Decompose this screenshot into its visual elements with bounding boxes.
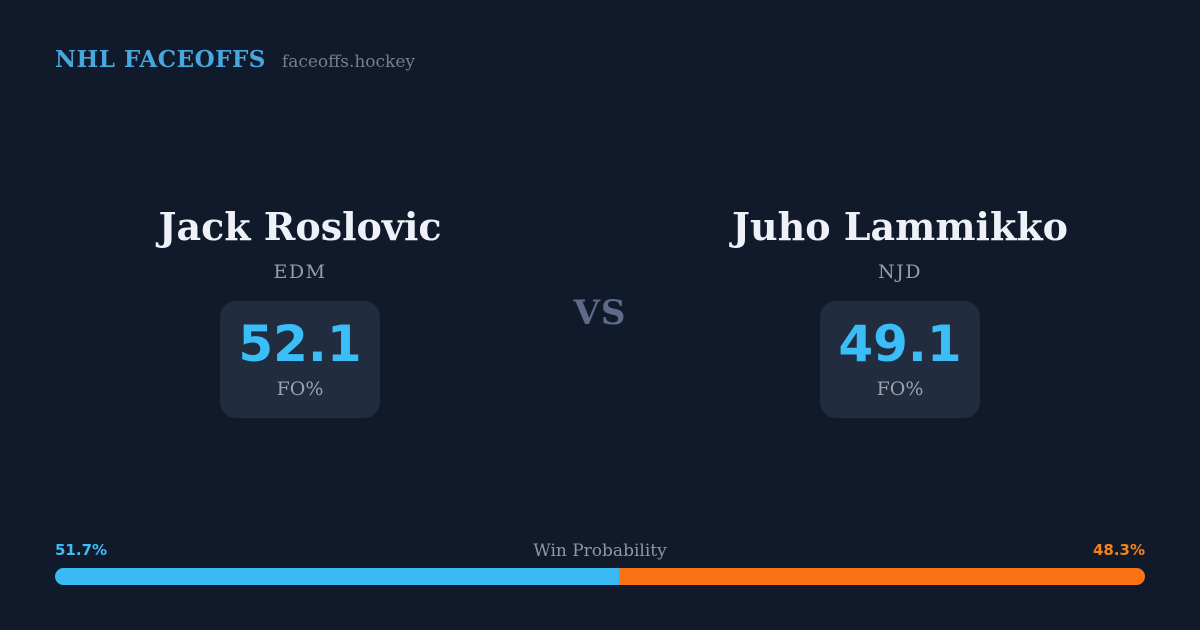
stat-label: FO% [876,377,924,400]
win-probability-labels: Win Probability 51.7% 48.3% [55,541,1145,563]
stat-value: 49.1 [838,314,962,373]
win-probability-bar [55,568,1145,585]
player-card-left: Jack Roslovic EDM 52.1 FO% [100,205,500,418]
brand-title: NHL FACEOFFS [55,46,266,73]
win-bar-segment-left [55,568,619,585]
player-name: Juho Lammikko [731,204,1068,249]
player-team: EDM [273,260,327,283]
win-probability-right-pct: 48.3% [1092,541,1145,559]
win-probability-left-pct: 51.7% [55,541,108,559]
site-label: faceoffs.hockey [281,52,416,72]
player-card-right: Juho Lammikko NJD 49.1 FO% [700,205,1100,418]
vs-label: VS [573,293,627,333]
player-name: Jack Roslovic [158,204,442,249]
win-bar-segment-right [618,568,1145,585]
stat-box: 49.1 FO% [820,300,980,418]
header: NHL FACEOFFS faceoffs.hockey [55,46,415,73]
stat-label: FO% [276,377,324,400]
player-team: NJD [878,260,922,283]
win-probability-title: Win Probability [533,541,667,561]
stat-box: 52.1 FO% [220,300,380,418]
stat-value: 52.1 [238,314,362,373]
